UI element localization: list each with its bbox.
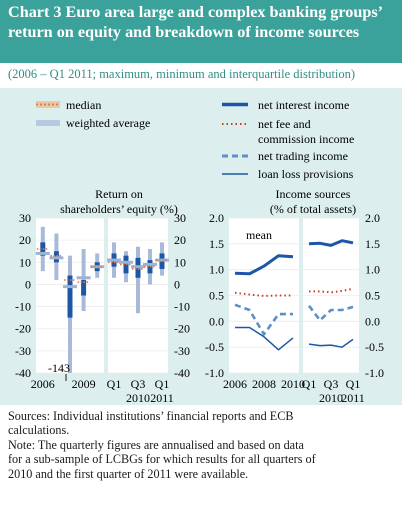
legend-median-label: median — [66, 98, 101, 112]
roe-y-tick-left: 10 — [19, 255, 31, 269]
net-trading-income-line — [234, 303, 293, 336]
legend-net-trading-label: net trading income — [258, 149, 348, 163]
roe-y-tick-right: -20 — [174, 322, 190, 336]
roe-weighted-average-mark — [76, 276, 91, 280]
income-x-quarter-label: Q3 — [324, 377, 339, 391]
roe-x-quarter-label: Q1 — [155, 377, 170, 391]
net-trading-income-line — [307, 305, 354, 322]
roe-weighted-average-mark — [49, 256, 64, 260]
income-y-tick-right: -0.5 — [365, 340, 384, 354]
roe-y-tick-right: -10 — [174, 300, 190, 314]
income-y-tick-left: 1.5 — [209, 237, 224, 251]
sources-note: Sources: Individual institutions’ financ… — [8, 409, 396, 481]
roe-y-tick-left: -30 — [15, 344, 31, 358]
income-y-tick-right: 1.5 — [365, 237, 380, 251]
note-line-1: Note: The quarterly figures are annualis… — [8, 437, 304, 452]
net-fee-commission-line — [309, 287, 354, 294]
legend-net-fee-label: net fee and — [258, 117, 311, 131]
loan-loss-provisions-line — [308, 338, 354, 348]
income-x-quarter-label: Q1 — [346, 377, 361, 391]
roe-x-tick-label: 2009 — [72, 377, 96, 391]
net-interest-income-line — [234, 254, 294, 276]
roe-x-quarter-label: Q1 — [107, 377, 122, 391]
income-y-tick-left: 2.0 — [209, 211, 224, 225]
roe-title-line2: shareholders’ equity (%) — [60, 202, 178, 216]
income-y-tick-left: 1.0 — [209, 263, 224, 277]
roe-weighted-average-mark — [131, 265, 145, 269]
roe-y-tick-left: 20 — [19, 233, 31, 247]
legend-loan-loss-label: loan loss provisions — [258, 167, 354, 181]
legend: median weighted average net interest inc… — [36, 98, 354, 181]
roe-interquartile-box — [81, 280, 87, 296]
roe-y-tick-left: -10 — [15, 300, 31, 314]
income-y-tick-right: 0.5 — [365, 289, 380, 303]
roe-y-tick-left: 30 — [19, 211, 31, 225]
net-interest-income-line — [308, 239, 354, 247]
income-chart: 2.0 2.0 1.5 1.5 1.0 1.0 0.5 0.5 0.0 0.0 -0.5 -0.5 -1… — [205, 211, 384, 405]
roe-x-year-label: 2011 — [150, 391, 174, 405]
income-y-tick-right: -1.0 — [365, 366, 384, 380]
roe-weighted-average-mark — [143, 263, 157, 266]
income-x-tick-label: 2010 — [281, 377, 305, 391]
roe-y-tick-right: 10 — [174, 255, 186, 269]
sources-line-2: calculations. — [8, 423, 70, 438]
income-x-tick-label: 2008 — [252, 377, 276, 391]
income-y-tick-left: -0.5 — [205, 340, 224, 354]
roe-range-bar — [136, 246, 140, 314]
roe-interquartile-box — [67, 275, 73, 318]
roe-y-tick-left: -20 — [15, 322, 31, 336]
roe-title-line1: Return on — [95, 187, 143, 201]
income-title-line1: Income sources — [276, 187, 351, 201]
chart-subtitle: (2006 – Q1 2011; maximum, minimum and in… — [8, 67, 356, 81]
legend-net-interest-label: net interest income — [258, 98, 349, 112]
income-x-year-label: 2010 — [319, 391, 343, 405]
income-title-line2: (% of total assets) — [270, 202, 356, 216]
roe-y-tick-right: 30 — [174, 211, 186, 225]
chart-canvas: median weighted average net interest inc… — [15, 98, 384, 405]
income-mean-annotation: mean — [246, 228, 272, 242]
roe-x-year-label: 2010 — [126, 391, 150, 405]
roe-y-tick-right: 0 — [174, 277, 180, 291]
income-y-tick-left: 0.0 — [209, 314, 224, 328]
loan-loss-provisions-line — [235, 326, 294, 351]
roe-weighted-average-mark — [35, 251, 50, 255]
income-y-tick-left: -1.0 — [205, 366, 224, 380]
chart-title: Chart 3 Euro area large and complex bank… — [0, 0, 402, 63]
sources-line-1: Sources: Individual institutions’ financ… — [8, 409, 294, 423]
roe-y-tick-right: 20 — [174, 233, 186, 247]
roe-y-tick-right: -40 — [174, 366, 190, 380]
income-y-tick-right: 0.0 — [365, 314, 380, 328]
roe-outlier-annotation: -143 — [48, 361, 70, 375]
roe-y-tick-left: 0 — [25, 277, 31, 291]
roe-weighted-average-mark — [107, 258, 121, 262]
roe-y-tick-left: -40 — [15, 366, 31, 380]
income-x-tick-label: 2006 — [223, 377, 247, 391]
income-x-quarter-label: Q1 — [302, 377, 317, 391]
income-y-tick-right: 1.0 — [365, 263, 380, 277]
roe-y-tick-right: -30 — [174, 344, 190, 358]
roe-x-quarter-label: Q3 — [131, 377, 146, 391]
note-line-2: for a sub-sample of LCBGs for which resu… — [8, 452, 316, 467]
roe-x-tick-label: 2006 — [31, 377, 55, 391]
legend-weighted-average-label: weighted average — [66, 116, 150, 130]
note-line-3: 2010 and the first quarter of 2011 were … — [8, 466, 249, 481]
weighted-average-swatch-icon — [36, 120, 60, 126]
legend-net-fee-label-2: commission income — [258, 132, 354, 146]
income-x-year-label: 2011 — [341, 391, 365, 405]
income-y-tick-right: 2.0 — [365, 211, 380, 225]
roe-weighted-average-mark — [63, 285, 77, 289]
income-y-tick-left: 0.5 — [209, 289, 224, 303]
net-fee-commission-line — [234, 291, 293, 297]
roe-weighted-average-mark — [119, 260, 133, 264]
